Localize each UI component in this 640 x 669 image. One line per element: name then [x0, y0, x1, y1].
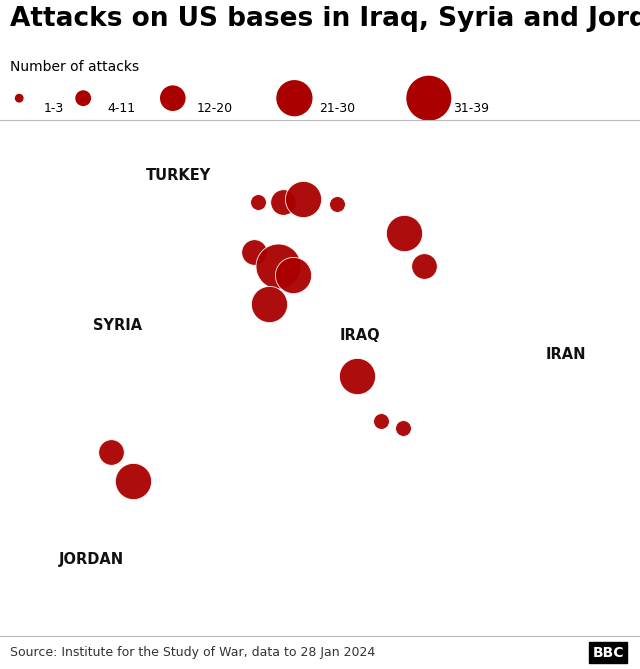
Point — [399, 227, 410, 238]
Point — [352, 370, 362, 381]
Text: 1-3: 1-3 — [44, 102, 64, 115]
Point — [397, 423, 408, 434]
Point — [128, 475, 138, 486]
Text: SYRIA: SYRIA — [93, 318, 143, 333]
Text: BBC: BBC — [593, 646, 624, 660]
Text: 31-39: 31-39 — [453, 102, 489, 115]
Text: TURKEY: TURKEY — [146, 168, 211, 183]
Point — [289, 93, 300, 104]
Point — [264, 298, 275, 309]
Text: Attacks on US bases in Iraq, Syria and Jordan: Attacks on US bases in Iraq, Syria and J… — [10, 5, 640, 31]
Text: JORDAN: JORDAN — [58, 552, 124, 567]
Point — [419, 260, 429, 271]
Text: Source: Institute for the Study of War, data to 28 Jan 2024: Source: Institute for the Study of War, … — [10, 646, 375, 658]
Point — [14, 93, 24, 104]
Point — [78, 93, 88, 104]
Text: 12-20: 12-20 — [197, 102, 233, 115]
Point — [273, 260, 283, 271]
Text: 4-11: 4-11 — [108, 102, 136, 115]
Point — [424, 93, 434, 104]
Text: IRAN: IRAN — [546, 347, 586, 362]
Point — [332, 199, 342, 209]
Point — [278, 196, 288, 207]
Point — [168, 93, 178, 104]
Point — [288, 270, 298, 281]
Text: IRAQ: IRAQ — [340, 328, 381, 343]
Point — [376, 415, 386, 426]
Text: Number of attacks: Number of attacks — [10, 60, 139, 74]
Point — [249, 246, 259, 257]
Text: 21-30: 21-30 — [319, 102, 355, 115]
Point — [106, 447, 116, 458]
Point — [298, 194, 308, 205]
Point — [253, 196, 263, 207]
